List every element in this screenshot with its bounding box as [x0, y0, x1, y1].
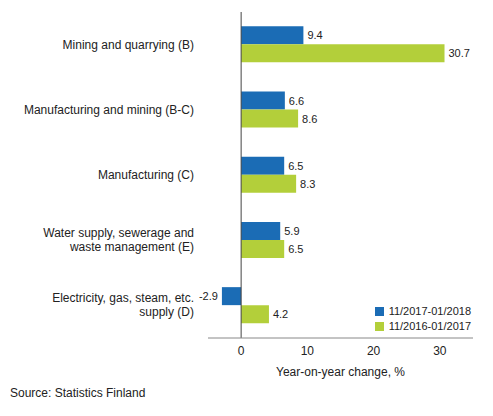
svg-text:Year-on-year change, %: Year-on-year change, % [276, 365, 405, 379]
svg-text:Electricity, gas, steam, etc.s: Electricity, gas, steam, etc.supply (D) [52, 291, 194, 319]
html-text:11/2016-01/2017: 11/2016-01/2017 [388, 320, 471, 332]
svg-text:10: 10 [301, 344, 315, 358]
svg-text:30.7: 30.7 [449, 47, 470, 59]
svg-text:9.4: 9.4 [307, 29, 322, 41]
svg-text:6.5: 6.5 [288, 243, 303, 255]
html-text:11/2017-01/2018: 11/2017-01/2018 [388, 305, 471, 317]
svg-text:5.9: 5.9 [284, 225, 299, 237]
svg-text:30: 30 [433, 344, 447, 358]
svg-text:6.5: 6.5 [288, 160, 303, 172]
svg-text:20: 20 [367, 344, 381, 358]
svg-text:Mining and quarrying (B): Mining and quarrying (B) [63, 38, 194, 52]
svg-text:Manufacturing (C): Manufacturing (C) [98, 168, 194, 182]
svg-text:4.2: 4.2 [273, 308, 288, 320]
svg-text:Water supply, sewerage andwast: Water supply, sewerage andwaste manageme… [43, 226, 194, 254]
svg-text:6.6: 6.6 [289, 95, 304, 107]
svg-text:Manufacturing and mining (B-C): Manufacturing and mining (B-C) [24, 103, 194, 117]
svg-text:8.6: 8.6 [302, 113, 317, 125]
svg-text:8.3: 8.3 [300, 178, 315, 190]
html-text:Source: Statistics Finland: Source: Statistics Finland [10, 386, 146, 400]
svg-text:-2.9: -2.9 [199, 290, 218, 302]
svg-text:0: 0 [238, 344, 245, 358]
